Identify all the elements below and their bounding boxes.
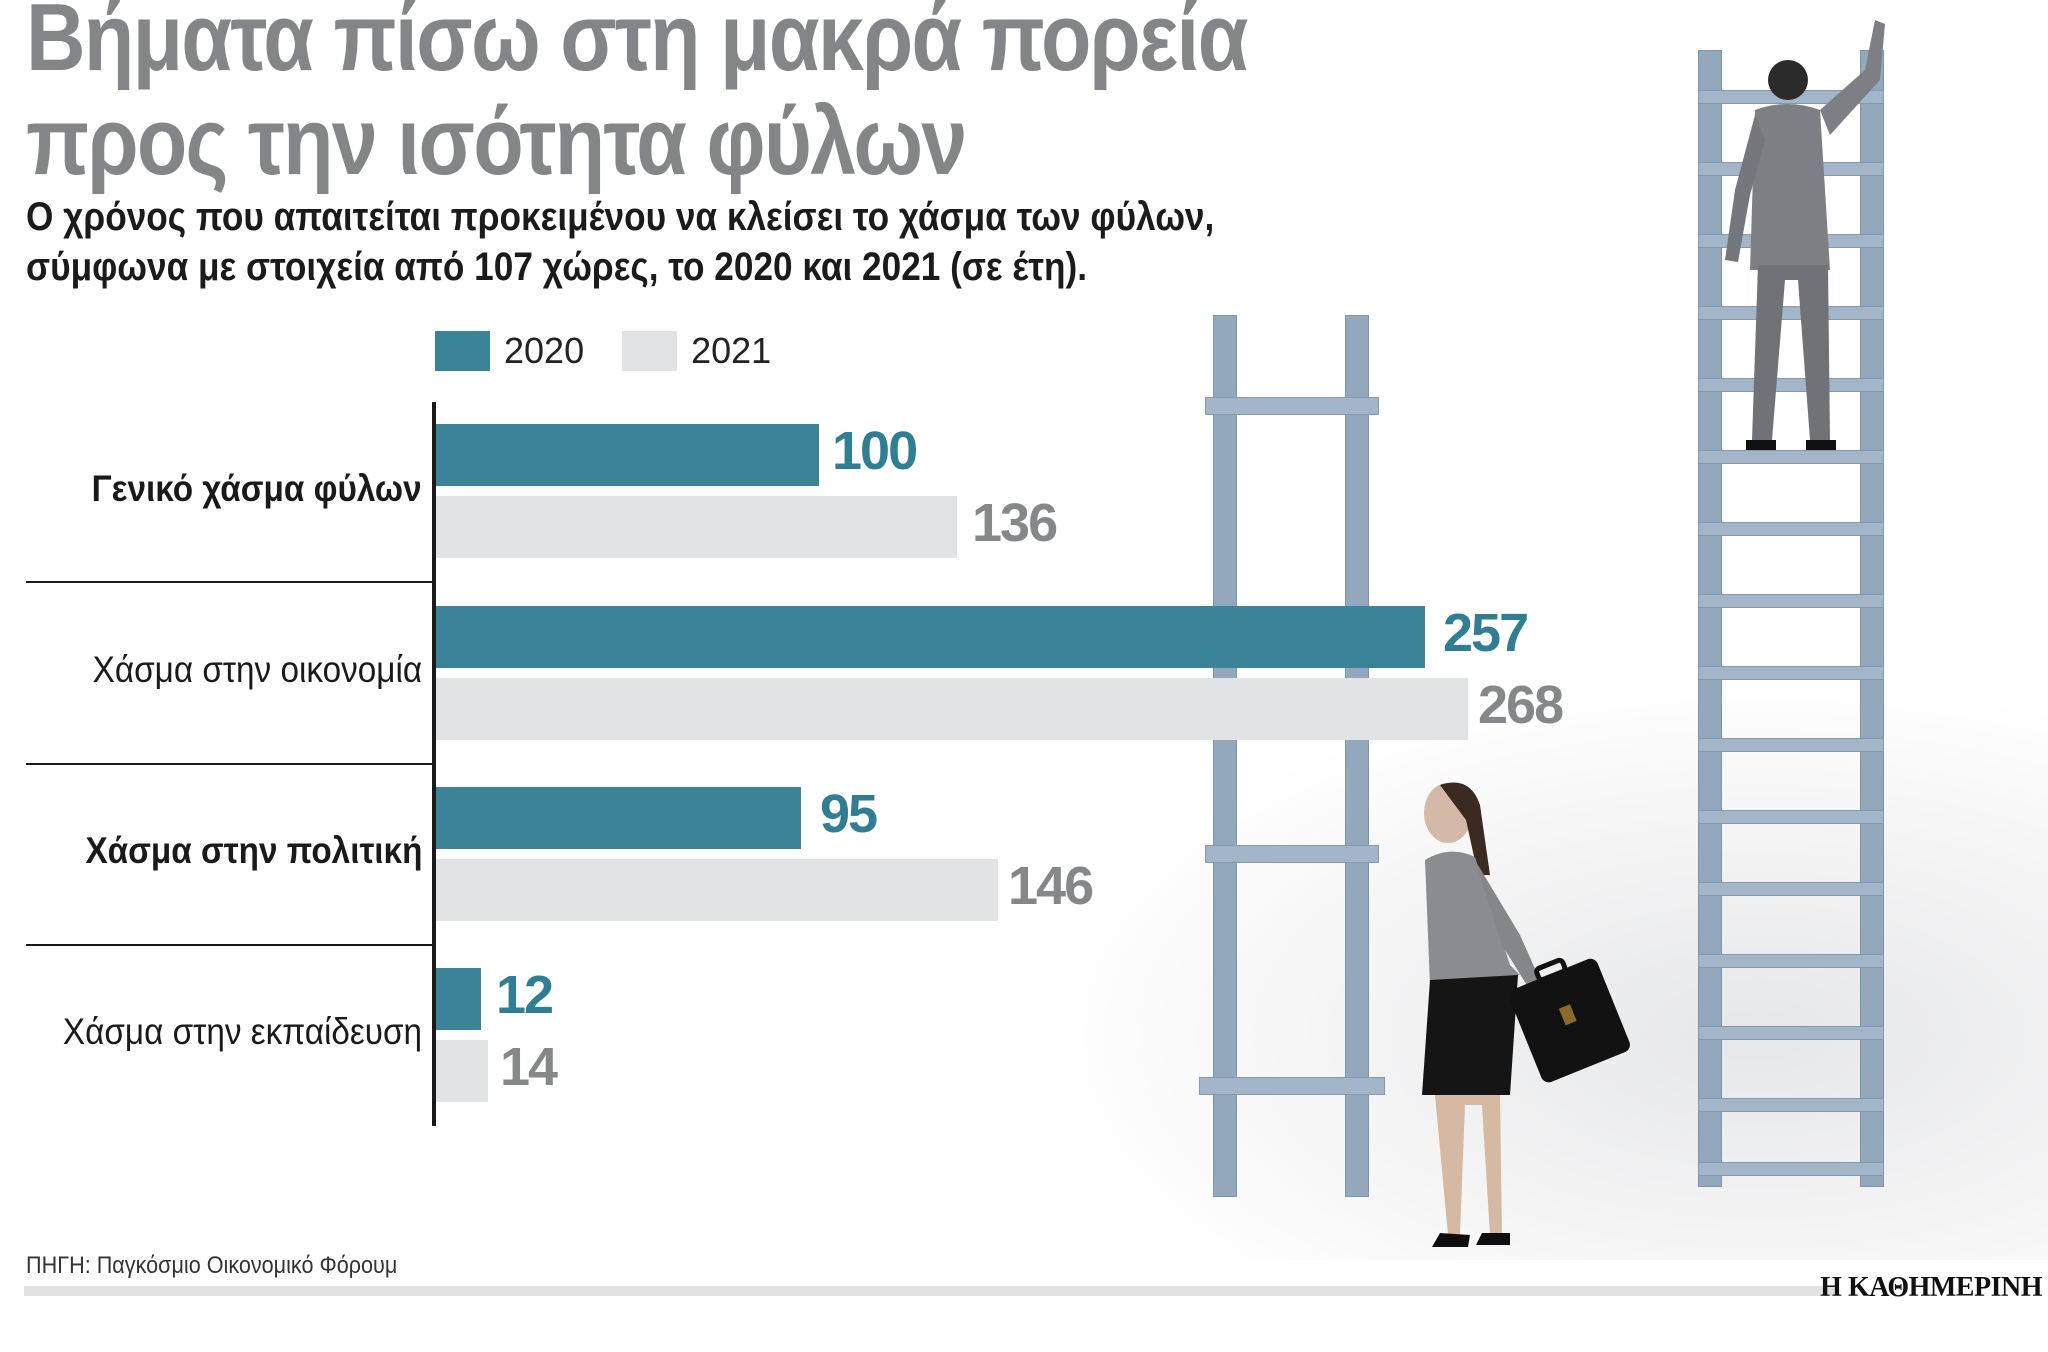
legend-swatch-2021 bbox=[622, 331, 678, 371]
ladder-illustration-left bbox=[1195, 315, 1395, 1197]
y-axis-line bbox=[432, 402, 436, 1126]
value-general-2021: 136 bbox=[972, 493, 1058, 553]
bar-education-2021 bbox=[436, 1040, 488, 1102]
bar-general-2021 bbox=[436, 496, 957, 558]
value-politics-2021: 146 bbox=[1008, 856, 1094, 916]
man-climbing-figure bbox=[1725, 20, 1885, 450]
legend-item-2021: 2021 bbox=[622, 330, 771, 372]
publisher-logo: Η ΚΑΘΗΜΕΡΙΝΗ bbox=[1820, 1272, 2042, 1303]
category-label-general: Γενικό χάσμα φύλων bbox=[92, 468, 422, 509]
businesswoman-figure bbox=[1422, 782, 1630, 1247]
category-label-economy: Χάσμα στην οικονομία bbox=[92, 649, 422, 690]
footer-rule bbox=[24, 1286, 1834, 1296]
value-economy-2020: 257 bbox=[1443, 603, 1529, 663]
bar-general-2020 bbox=[436, 424, 819, 486]
category-divider bbox=[26, 763, 434, 765]
value-education-2020: 12 bbox=[496, 965, 554, 1025]
legend-item-2020: 2020 bbox=[435, 330, 584, 372]
chart-subtitle: Ο χρόνος που απαιτείται προκειμένου να κ… bbox=[26, 192, 1214, 292]
value-general-2020: 100 bbox=[832, 421, 918, 481]
legend-label-2021: 2021 bbox=[691, 330, 772, 371]
category-divider bbox=[26, 944, 434, 946]
category-label-education: Χάσμα στην εκπαίδευση bbox=[62, 1011, 422, 1052]
bar-economy-2020 bbox=[436, 606, 1425, 668]
title-line-2: προς την ισότητα φύλων bbox=[26, 88, 967, 195]
bar-politics-2020 bbox=[436, 787, 801, 849]
bar-economy-2021 bbox=[436, 678, 1468, 740]
source-note: ΠΗΓΗ: Παγκόσμιο Οικονομικό Φόρουμ bbox=[26, 1252, 398, 1279]
chart-title: Βήματα πίσω στη μακρά πορεία προς την ισ… bbox=[26, 0, 1248, 195]
bar-education-2020 bbox=[436, 968, 481, 1030]
legend: 2020 2021 bbox=[435, 330, 789, 372]
legend-label-2020: 2020 bbox=[504, 330, 585, 371]
value-education-2021: 14 bbox=[500, 1037, 558, 1097]
subtitle-line-1: Ο χρόνος που απαιτείται προκειμένου να κ… bbox=[26, 195, 1215, 239]
subtitle-line-2: σύμφωνα με στοιχεία από 107 χώρες, το 20… bbox=[26, 245, 1088, 289]
category-label-politics: Χάσμα στην πολιτική bbox=[84, 830, 422, 871]
bar-politics-2021 bbox=[436, 859, 998, 921]
ladder-illustration-right bbox=[1698, 50, 1888, 1187]
value-economy-2021: 268 bbox=[1478, 675, 1564, 735]
legend-swatch-2020 bbox=[435, 331, 490, 371]
title-line-1: Βήματα πίσω στη μακρά πορεία bbox=[26, 0, 1248, 91]
category-divider bbox=[26, 581, 434, 583]
value-politics-2020: 95 bbox=[820, 784, 878, 844]
